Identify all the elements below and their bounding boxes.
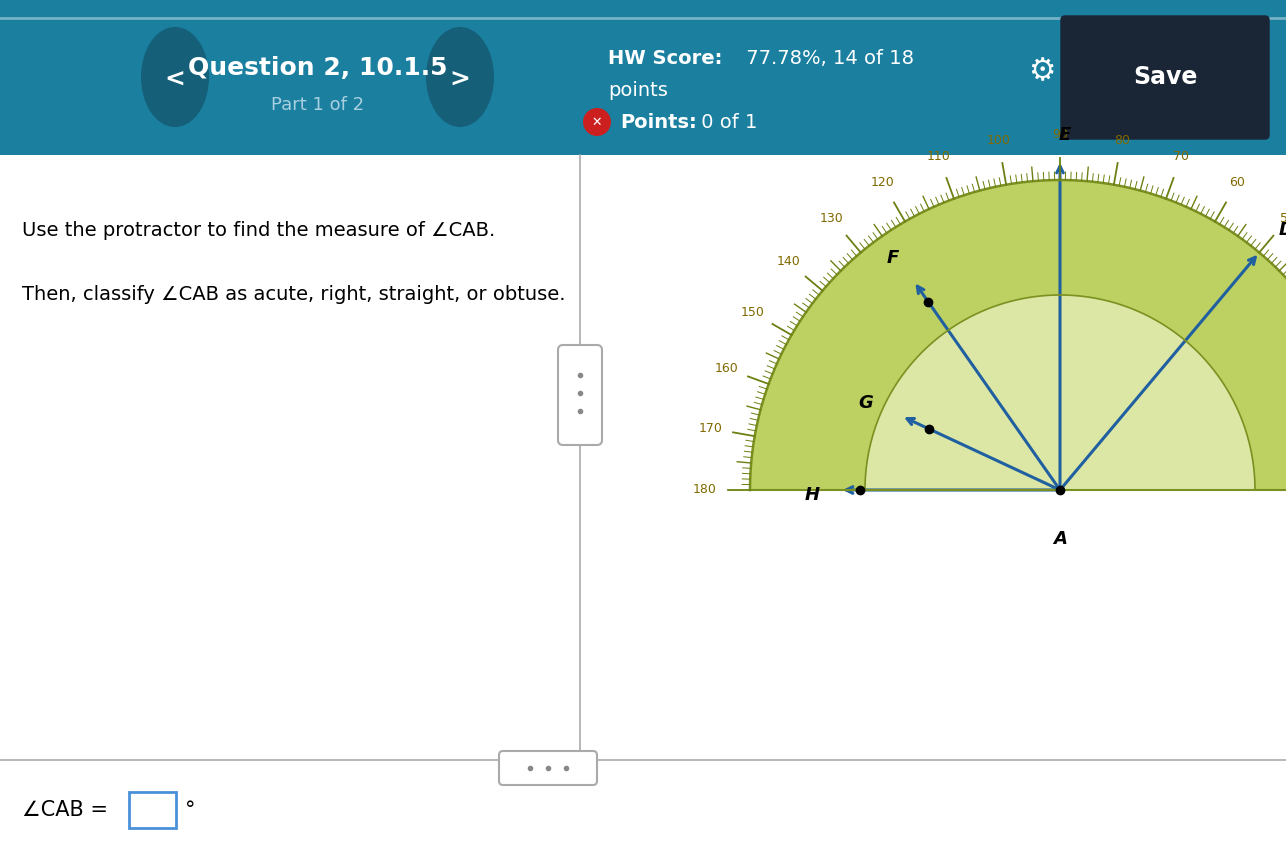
- Text: H: H: [805, 486, 819, 504]
- Text: Then, classify ∠CAB as acute, right, straight, or obtuse.: Then, classify ∠CAB as acute, right, str…: [22, 285, 566, 305]
- Text: E: E: [1058, 126, 1071, 144]
- Text: °: °: [185, 800, 195, 820]
- Text: Question 2, 10.1.5: Question 2, 10.1.5: [188, 56, 448, 80]
- Text: ✕: ✕: [592, 115, 602, 129]
- Ellipse shape: [141, 27, 210, 127]
- Text: 180: 180: [693, 483, 716, 497]
- Text: ⚙: ⚙: [1029, 57, 1056, 87]
- Text: points: points: [608, 81, 667, 99]
- FancyBboxPatch shape: [1061, 16, 1269, 139]
- Text: 120: 120: [871, 176, 894, 189]
- Polygon shape: [750, 180, 1286, 490]
- Text: 100: 100: [986, 134, 1011, 147]
- Text: Save: Save: [1133, 65, 1197, 89]
- Text: >: >: [450, 68, 471, 92]
- FancyBboxPatch shape: [129, 792, 176, 828]
- Text: 170: 170: [698, 422, 723, 434]
- Text: 160: 160: [715, 362, 738, 375]
- Text: Use the protractor to find the measure of ∠CAB.: Use the protractor to find the measure o…: [22, 221, 495, 239]
- Text: G: G: [859, 394, 873, 413]
- Polygon shape: [865, 295, 1255, 490]
- Text: D: D: [1280, 221, 1286, 238]
- FancyBboxPatch shape: [0, 0, 1286, 155]
- FancyBboxPatch shape: [558, 345, 602, 445]
- Text: 90: 90: [1052, 129, 1067, 141]
- Text: 77.78%, 14 of 18: 77.78%, 14 of 18: [739, 49, 914, 67]
- Text: A: A: [1053, 530, 1067, 548]
- Text: 80: 80: [1114, 134, 1129, 147]
- Text: 0 of 1: 0 of 1: [694, 113, 757, 131]
- Ellipse shape: [426, 27, 494, 127]
- Text: 70: 70: [1173, 150, 1190, 163]
- Text: Part 1 of 2: Part 1 of 2: [271, 96, 364, 114]
- Text: Points:: Points:: [620, 113, 697, 131]
- Text: F: F: [886, 249, 899, 267]
- Text: 60: 60: [1229, 176, 1245, 189]
- Text: 140: 140: [777, 255, 800, 269]
- Text: <: <: [165, 68, 185, 92]
- Text: ∠CAB =: ∠CAB =: [22, 800, 108, 820]
- Text: 110: 110: [927, 150, 950, 163]
- Text: 150: 150: [741, 306, 764, 319]
- Text: 130: 130: [820, 211, 844, 225]
- FancyBboxPatch shape: [499, 751, 597, 785]
- Circle shape: [583, 108, 611, 136]
- Text: HW Score:: HW Score:: [608, 49, 723, 67]
- Text: 50: 50: [1280, 211, 1286, 225]
